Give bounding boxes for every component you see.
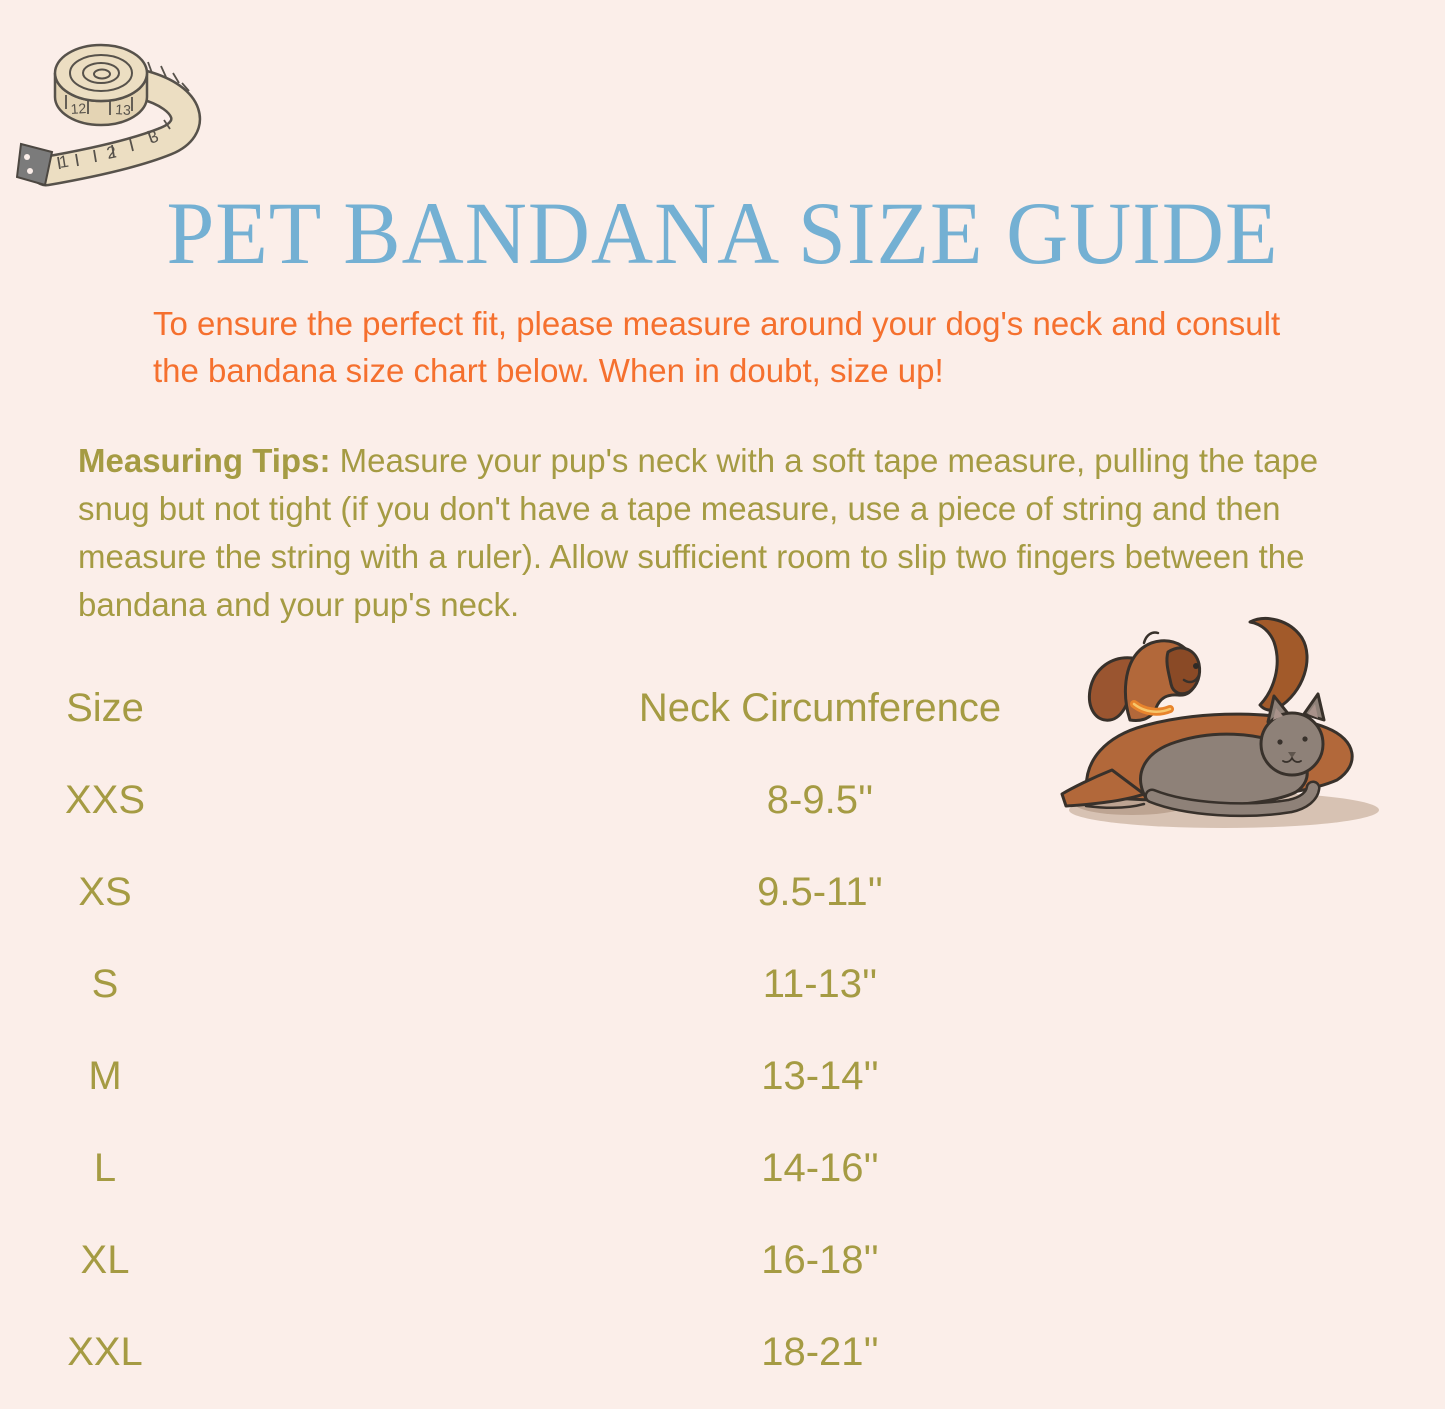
table-row-xxs: XXS 8-9.5'' — [0, 754, 1235, 846]
measuring-tape-icon: 1 2 3 12 13 — [16, 43, 201, 187]
dog-tail — [1248, 617, 1309, 712]
table-row-m: M 13-14'' — [0, 1030, 1235, 1122]
cat-nose — [1288, 752, 1296, 758]
page-title: PET BANDANA SIZE GUIDE — [166, 182, 1279, 283]
tape-ribbon: 1 2 3 — [30, 61, 201, 187]
size-label: XS — [78, 869, 132, 914]
size-label: S — [91, 961, 119, 1006]
measuring-tips: Measuring Tips: Measure your pup's neck … — [78, 437, 1330, 629]
cat-eye-left — [1277, 739, 1283, 745]
cat-inner-ear-left — [1273, 708, 1283, 720]
cat-illustration — [1139, 692, 1326, 818]
size-label: XXL — [67, 1329, 143, 1374]
cat-mouth — [1282, 757, 1302, 763]
table-row-xs: XS 9.5-11'' — [0, 846, 1235, 938]
tape-metal-clip — [16, 142, 54, 187]
measuring-tips-label: Measuring Tips: — [78, 442, 331, 479]
dog-collar-stripe — [1132, 702, 1172, 713]
table-row-xl: XL 16-18'' — [0, 1214, 1235, 1306]
neck-value: 11-13'' — [762, 961, 878, 1006]
dog-nose — [1193, 663, 1199, 669]
neck-value: 9.5-11'' — [757, 869, 883, 914]
dog-front-legs — [1060, 768, 1146, 808]
dog-mouth — [1182, 673, 1201, 684]
size-table-header: Size Neck Circumference — [0, 662, 1235, 754]
tape-number-2: 2 — [105, 142, 118, 163]
cat-inner-ear-right — [1308, 704, 1318, 718]
measuring-tips-text: Measure your pup's neck with a soft tape… — [78, 442, 1319, 623]
roll-number-12: 12 — [70, 100, 87, 117]
intro-text: To ensure the perfect fit, please measur… — [153, 305, 1281, 389]
dog-and-cat-illustration — [1060, 617, 1379, 828]
table-row-l: L 14-16'' — [0, 1122, 1235, 1214]
neck-value: 16-18'' — [761, 1237, 879, 1282]
column-header-neck-circumference: Neck Circumference — [638, 685, 1002, 730]
neck-value: 8-9.5'' — [766, 777, 874, 822]
size-label: XXS — [64, 777, 146, 822]
neck-value: 18-21'' — [761, 1329, 879, 1374]
neck-value: 13-14'' — [761, 1053, 879, 1098]
size-label: XL — [80, 1237, 130, 1282]
size-label: M — [88, 1053, 122, 1098]
cat-head — [1259, 711, 1325, 777]
dog-snout — [1165, 646, 1202, 696]
dog-head-tuft — [1142, 631, 1160, 645]
cat-tail — [1147, 783, 1318, 815]
table-row-xxl: XXL 18-21'' — [0, 1306, 1235, 1398]
tape-number-1: 1 — [58, 152, 70, 172]
neck-value: 14-16'' — [761, 1145, 879, 1190]
size-label: L — [93, 1145, 117, 1190]
tape-roll: 12 13 — [53, 43, 149, 127]
table-row-s: S 11-13'' — [0, 938, 1235, 1030]
size-table: Size Neck Circumference XXS 8-9.5'' XS 9… — [0, 662, 1235, 1398]
column-header-size: Size — [66, 685, 144, 730]
cat-eye-right — [1302, 736, 1308, 742]
roll-number-13: 13 — [115, 101, 132, 118]
